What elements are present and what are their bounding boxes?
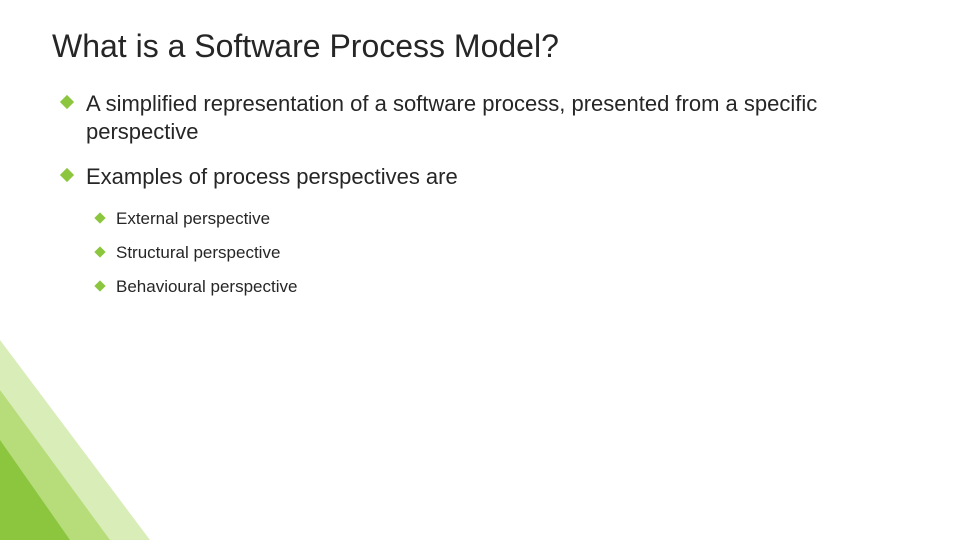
diamond-shape <box>60 168 74 182</box>
bullet-text: Examples of process perspectives are <box>86 163 458 191</box>
bullet-level2: External perspective <box>96 209 920 229</box>
bullet-level2: Behavioural perspective <box>96 277 920 297</box>
corner-decoration <box>0 280 260 540</box>
bullet-text: A simplified representation of a softwar… <box>86 90 920 145</box>
bullet-text: Behavioural perspective <box>116 277 297 297</box>
bullet-level2: Structural perspective <box>96 243 920 263</box>
bullet-level1: A simplified representation of a softwar… <box>62 90 920 145</box>
slide-content: A simplified representation of a softwar… <box>62 90 920 311</box>
diamond-shape <box>60 95 74 109</box>
diamond-icon <box>96 248 104 256</box>
diamond-shape <box>94 280 105 291</box>
corner-triangle-mid <box>0 390 110 540</box>
diamond-icon <box>96 214 104 222</box>
diamond-icon <box>62 97 72 107</box>
bullet-text: Structural perspective <box>116 243 280 263</box>
slide: What is a Software Process Model? A simp… <box>0 0 960 540</box>
bullet-level1: Examples of process perspectives are <box>62 163 920 191</box>
diamond-icon <box>96 282 104 290</box>
corner-triangle-front <box>0 440 70 540</box>
diamond-shape <box>94 246 105 257</box>
diamond-shape <box>94 212 105 223</box>
diamond-icon <box>62 170 72 180</box>
corner-triangle-back <box>0 340 150 540</box>
bullet-text: External perspective <box>116 209 270 229</box>
slide-title: What is a Software Process Model? <box>52 28 559 65</box>
